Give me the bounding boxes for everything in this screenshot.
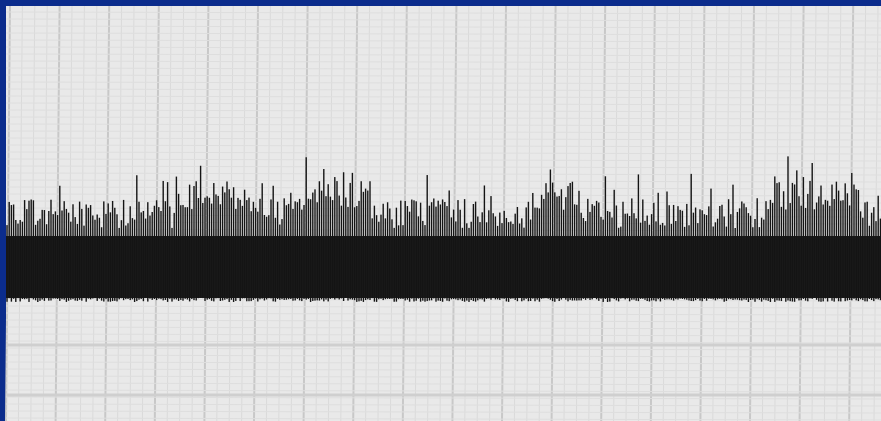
recorder-photo: [0, 0, 881, 421]
